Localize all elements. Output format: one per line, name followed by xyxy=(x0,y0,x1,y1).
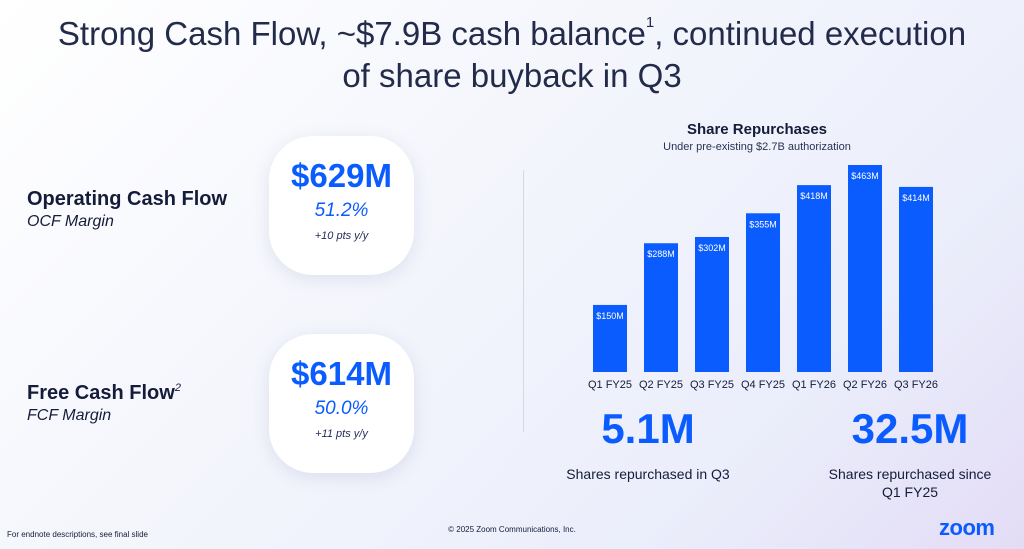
fcf-card: $614M 50.0% +11 pts y/y xyxy=(269,334,414,473)
fcf-label-group: Free Cash Flow2 FCF Margin xyxy=(27,382,181,425)
x-tick-label: Q1 FY26 xyxy=(792,379,836,391)
x-tick-label: Q2 FY25 xyxy=(639,379,683,391)
x-tick-label: Q3 FY26 xyxy=(894,379,938,391)
fcf-label-text: Free Cash Flow xyxy=(27,382,175,404)
fcf-label: Free Cash Flow2 xyxy=(27,382,181,405)
endnote-text: For endnote descriptions, see final slid… xyxy=(7,530,148,539)
zoom-logo: zoom xyxy=(939,515,995,540)
chart-subtitle: Under pre-existing $2.7B authorization xyxy=(663,141,851,153)
ocf-label: Operating Cash Flow xyxy=(27,188,228,210)
ocf-margin: 51.2% xyxy=(314,200,369,221)
bar-value-label: $418M xyxy=(800,191,828,201)
bar-q2-fy26 xyxy=(848,165,882,372)
title-line-1-text: Strong Cash Flow, ~$7.9B cash balance xyxy=(57,15,646,52)
fcf-delta: +11 pts y/y xyxy=(315,428,368,440)
title-footnote-marker: 1 xyxy=(645,14,655,31)
x-tick-label: Q3 FY25 xyxy=(690,379,734,391)
x-tick-label: Q2 FY26 xyxy=(843,379,887,391)
chart-title: Share Repurchases xyxy=(686,121,828,138)
ocf-value: $629M xyxy=(291,157,392,194)
total-shares-label-line-2: Q1 FY25 xyxy=(881,484,939,500)
copyright-text: © 2025 Zoom Communications, Inc. xyxy=(448,525,576,534)
fcf-footnote-marker: 2 xyxy=(174,382,181,394)
total-shares-value: 32.5M xyxy=(851,405,969,452)
bar-value-label: $150M xyxy=(596,311,624,321)
q3-shares-label: Shares repurchased in Q3 xyxy=(566,466,730,482)
bar-value-label: $463M xyxy=(851,171,879,181)
ocf-sublabel: OCF Margin xyxy=(27,213,114,230)
fcf-sublabel: FCF Margin xyxy=(27,407,112,424)
bar-value-label: $414M xyxy=(902,193,930,203)
x-tick-label: Q4 FY25 xyxy=(741,379,785,391)
total-shares-label-line-1: Shares repurchased since xyxy=(828,466,992,482)
total-shares-label: Shares repurchased since Q1 FY25 xyxy=(810,465,1010,501)
bar-q2-fy25 xyxy=(644,243,678,372)
bar-q1-fy26 xyxy=(797,185,831,372)
title-line-1: Strong Cash Flow, ~$7.9B cash balance1, … xyxy=(0,2,1024,55)
bar-value-label: $288M xyxy=(647,249,675,259)
bar-q3-fy26 xyxy=(899,186,933,372)
ocf-card: $629M 51.2% +10 pts y/y xyxy=(269,136,414,275)
x-tick-label: Q1 FY25 xyxy=(588,379,632,391)
ocf-label-group: Operating Cash Flow OCF Margin xyxy=(27,188,227,231)
fcf-value: $614M xyxy=(291,355,392,392)
fcf-margin: 50.0% xyxy=(314,398,369,419)
bar-q4-fy25 xyxy=(746,213,780,372)
slide-title: Strong Cash Flow, ~$7.9B cash balance1, … xyxy=(0,2,1024,97)
bar-q1-fy25 xyxy=(593,304,627,372)
ocf-delta: +10 pts y/y xyxy=(314,230,369,242)
bar-q3-fy25 xyxy=(695,236,729,372)
q3-shares-value: 5.1M xyxy=(601,405,695,452)
bar-value-label: $355M xyxy=(749,219,777,229)
title-line-2: of share buyback in Q3 xyxy=(342,57,682,94)
vertical-divider xyxy=(523,170,524,432)
bar-value-label: $302M xyxy=(698,243,726,253)
title-line-1-text-end: , continued execution xyxy=(654,15,967,52)
